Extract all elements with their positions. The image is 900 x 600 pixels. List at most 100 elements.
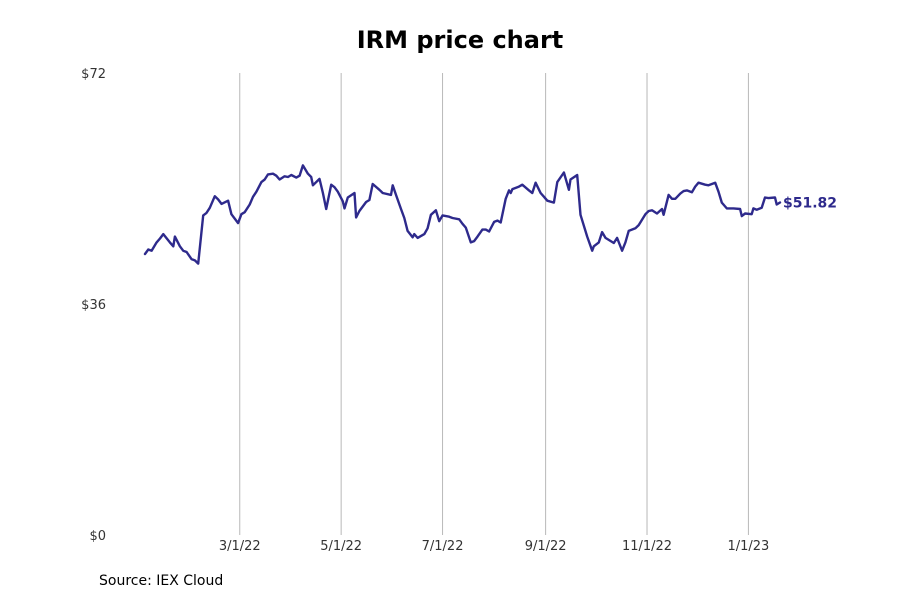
data-point bbox=[462, 223, 464, 225]
x-tick-label: 11/1/22 bbox=[622, 539, 672, 554]
data-point bbox=[438, 220, 440, 222]
data-point bbox=[395, 194, 397, 196]
data-point bbox=[563, 172, 565, 174]
data-point bbox=[511, 188, 513, 190]
data-point bbox=[661, 208, 663, 210]
data-point bbox=[774, 197, 776, 199]
data-point bbox=[591, 250, 593, 252]
data-point bbox=[458, 218, 460, 220]
data-point bbox=[194, 259, 196, 261]
data-point bbox=[147, 249, 149, 251]
data-point bbox=[576, 174, 578, 176]
data-point bbox=[493, 221, 495, 223]
data-point bbox=[485, 229, 487, 231]
data-point bbox=[174, 236, 176, 238]
data-point bbox=[354, 192, 356, 194]
data-point bbox=[264, 179, 266, 181]
x-tick-label: 7/1/22 bbox=[422, 539, 464, 554]
data-point bbox=[244, 211, 246, 213]
data-point bbox=[628, 230, 630, 232]
data-point bbox=[144, 253, 146, 255]
data-point bbox=[648, 210, 650, 212]
data-point bbox=[169, 241, 171, 243]
data-point bbox=[182, 250, 184, 252]
data-point bbox=[638, 224, 640, 226]
data-point bbox=[601, 231, 603, 233]
data-point bbox=[764, 197, 766, 199]
data-point bbox=[586, 236, 588, 238]
data-point bbox=[508, 189, 510, 191]
data-point bbox=[535, 182, 537, 184]
data-point bbox=[553, 202, 555, 204]
data-point bbox=[325, 208, 327, 210]
data-point bbox=[708, 184, 710, 186]
data-point bbox=[448, 216, 450, 218]
data-point bbox=[698, 182, 700, 184]
data-point bbox=[634, 227, 636, 229]
data-point bbox=[776, 204, 778, 206]
data-point bbox=[452, 217, 454, 219]
data-point bbox=[217, 198, 219, 200]
data-point bbox=[179, 245, 181, 247]
x-tick-label: 9/1/22 bbox=[525, 539, 567, 554]
data-point bbox=[465, 227, 467, 229]
x-tick-label: 3/1/22 bbox=[219, 539, 261, 554]
data-point bbox=[616, 237, 618, 239]
data-point bbox=[694, 186, 696, 188]
data-point bbox=[330, 184, 332, 186]
data-point bbox=[423, 233, 425, 235]
data-point bbox=[721, 202, 723, 204]
data-point bbox=[279, 179, 281, 181]
data-point bbox=[355, 216, 357, 218]
data-point bbox=[312, 184, 314, 186]
data-point bbox=[390, 194, 392, 196]
data-point bbox=[255, 191, 257, 193]
data-point bbox=[299, 175, 301, 177]
data-point bbox=[624, 241, 626, 243]
data-point bbox=[392, 184, 394, 186]
data-point bbox=[310, 176, 312, 178]
data-point bbox=[621, 250, 623, 252]
data-point bbox=[477, 236, 479, 238]
data-point bbox=[593, 245, 595, 247]
data-point bbox=[531, 192, 533, 194]
data-point bbox=[752, 207, 754, 209]
data-point bbox=[358, 210, 360, 212]
data-point bbox=[543, 196, 545, 198]
data-point bbox=[221, 203, 223, 205]
series-layer bbox=[143, 164, 782, 265]
gridlines bbox=[239, 73, 749, 535]
data-point bbox=[159, 238, 161, 240]
data-point bbox=[427, 227, 429, 229]
data-point bbox=[337, 191, 339, 193]
data-point bbox=[302, 164, 304, 166]
data-point bbox=[568, 189, 570, 191]
data-point bbox=[186, 251, 188, 253]
data-point bbox=[407, 230, 409, 232]
price-line bbox=[143, 164, 782, 265]
data-point bbox=[733, 207, 735, 209]
data-point bbox=[663, 214, 665, 216]
data-point bbox=[605, 237, 607, 239]
data-point bbox=[344, 207, 346, 209]
data-point bbox=[714, 182, 716, 184]
data-point bbox=[347, 197, 349, 199]
data-point bbox=[767, 197, 769, 199]
data-point bbox=[249, 204, 251, 206]
data-point bbox=[556, 181, 558, 183]
data-point bbox=[726, 207, 728, 209]
x-tick-label: 1/1/23 bbox=[727, 539, 769, 554]
data-point bbox=[209, 207, 211, 209]
data-point bbox=[656, 213, 658, 215]
data-point bbox=[674, 198, 676, 200]
data-point bbox=[307, 173, 309, 175]
data-point bbox=[546, 200, 548, 202]
y-tick-label: $0 bbox=[89, 529, 106, 544]
data-point bbox=[671, 198, 673, 200]
data-point bbox=[372, 183, 374, 185]
data-point bbox=[435, 209, 437, 211]
data-point bbox=[162, 233, 164, 235]
data-point bbox=[378, 189, 380, 191]
data-point bbox=[683, 190, 685, 192]
data-point bbox=[172, 245, 174, 247]
